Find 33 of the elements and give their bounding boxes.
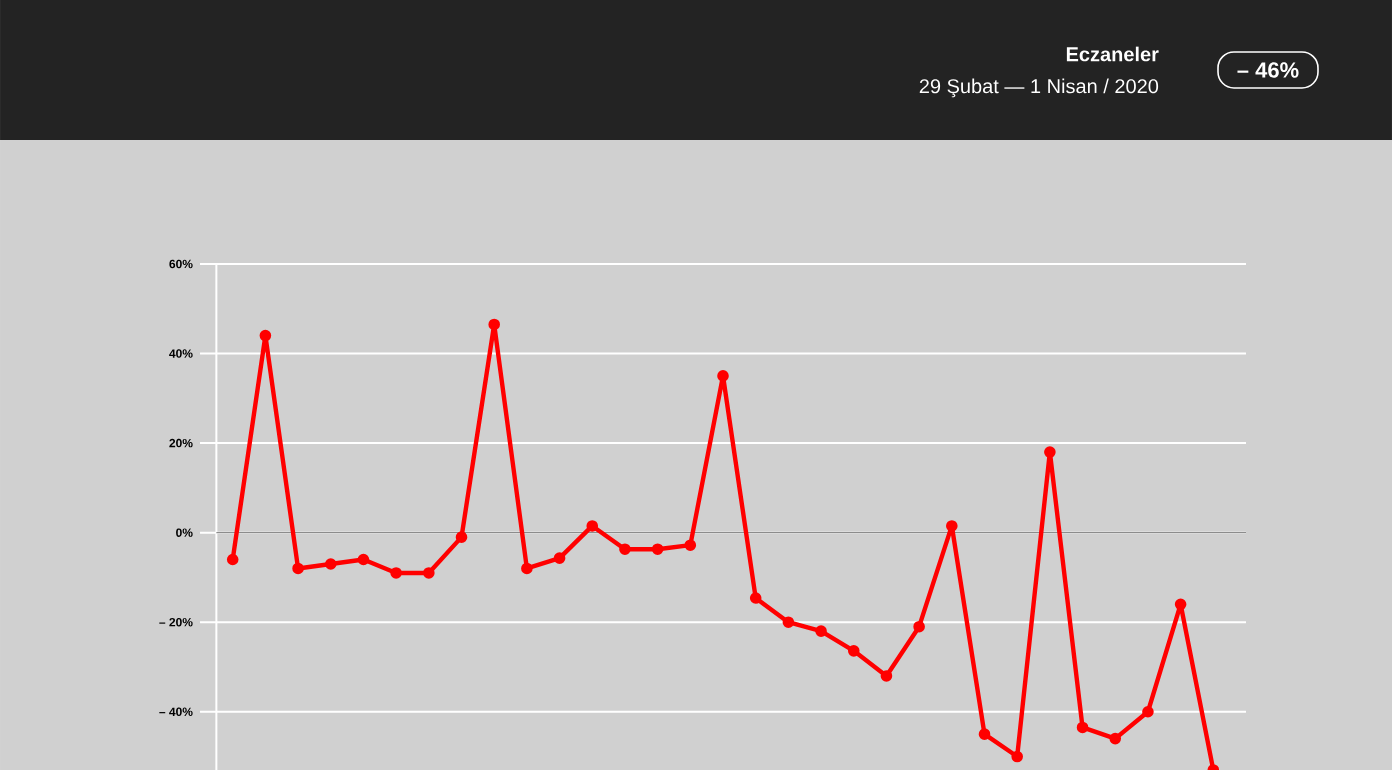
point — [488, 318, 500, 331]
point — [946, 520, 958, 532]
point — [455, 531, 468, 543]
point — [782, 616, 795, 628]
point — [619, 543, 631, 556]
point — [357, 553, 370, 566]
point — [324, 558, 337, 570]
point — [978, 728, 991, 740]
point — [521, 562, 533, 575]
point — [1109, 732, 1122, 745]
point — [1142, 705, 1154, 718]
point — [390, 567, 402, 579]
point — [423, 567, 435, 579]
point — [292, 562, 304, 575]
point — [553, 552, 566, 564]
text: – 46% — [1237, 62, 1299, 78]
point — [1174, 598, 1187, 611]
point — [259, 329, 272, 342]
chart-title: Eczaneler — [1066, 46, 1159, 62]
chart-subtitle: 29 Şubat — 1 Nisan / 2020 — [919, 78, 1159, 98]
point — [1076, 721, 1089, 734]
point — [847, 645, 860, 657]
point — [226, 553, 239, 566]
point — [913, 620, 925, 633]
point — [880, 670, 893, 682]
point — [749, 592, 762, 604]
point — [1011, 750, 1023, 763]
point — [815, 625, 827, 637]
point — [1044, 446, 1056, 458]
point — [651, 543, 664, 556]
point — [684, 539, 697, 551]
point — [717, 370, 729, 382]
point — [586, 520, 599, 532]
